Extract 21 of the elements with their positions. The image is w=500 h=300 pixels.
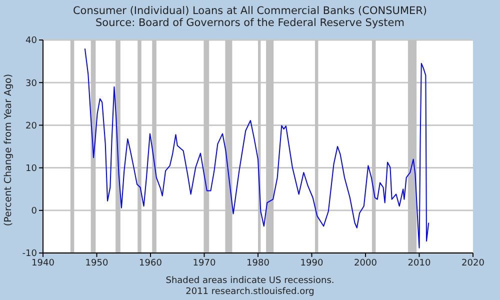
chart-subtitle: Source: Board of Governors of the Federal Reserve System (94, 17, 406, 29)
x-tick-label: 2000 (354, 258, 378, 268)
text: Shaded areas indicate US recessions. (164, 276, 336, 287)
text: 2011 research.stlouisfed.org (184, 287, 316, 298)
y-tick-label: 40 (26, 36, 38, 46)
y-tick-label: -10 (22, 249, 38, 260)
y-tick-label: 10 (26, 164, 38, 174)
y-tick-label: 0 (31, 206, 38, 217)
x-tick-label: 1950 (85, 258, 108, 268)
x-tick-label: 1970 (192, 258, 216, 268)
x-tick-label: 2020 (462, 258, 485, 268)
x-tick-label: 1990 (300, 258, 324, 268)
x-tick-label: 1940 (32, 258, 55, 268)
y-tick-label: 20 (26, 121, 38, 132)
y-tick-label: 30 (26, 78, 38, 89)
x-tick-label: 1980 (246, 258, 270, 268)
line-series (84, 48, 430, 248)
chart-title: Consumer (Individual) Loans at All Commercial Banks (CONSUMER) (72, 5, 428, 17)
x-tick-label: 1960 (139, 258, 162, 268)
x-tick-label: 2010 (408, 258, 431, 268)
y-axis-title: (Percent Change from Year Ago) (3, 72, 15, 228)
